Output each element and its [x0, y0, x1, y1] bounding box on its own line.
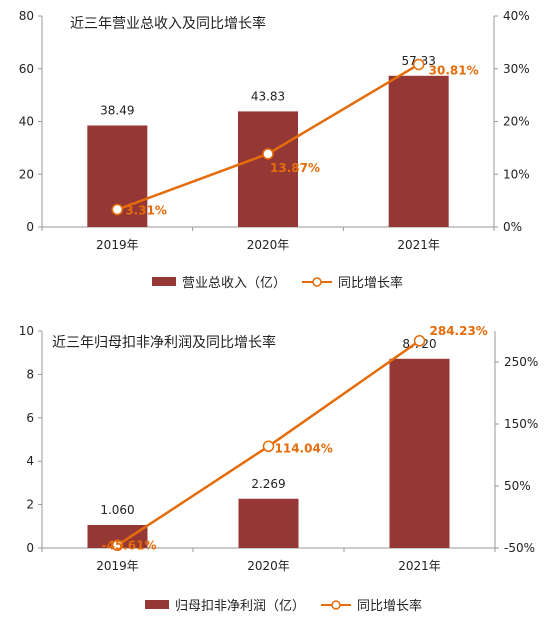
profit-legend: 归母扣非净利润（亿） 同比增长率 — [145, 595, 438, 614]
left-tick-label: 8 — [26, 367, 34, 381]
growth-point — [262, 148, 274, 160]
bar — [389, 358, 450, 548]
chart-title: 近三年归母扣非净利润及同比增长率 — [52, 334, 276, 351]
chart-title: 近三年营业总收入及同比增长率 — [70, 15, 266, 32]
legend-line-label: 同比增长率 — [338, 276, 404, 291]
growth-point — [412, 58, 425, 71]
growth-value-label: 114.04% — [275, 441, 333, 455]
x-tick-label: 2021年 — [397, 238, 440, 252]
left-tick-label: 2 — [26, 498, 34, 512]
revenue-chart-panel: 0 20 40 60 80 0% 10% 20% 30% 40% 2019年 2020年 2021年 38… — [0, 0, 554, 305]
x-tick-label: 2020年 — [247, 238, 290, 252]
legend-item-line: 同比增长率 — [321, 595, 422, 614]
legend-line-label: 同比增长率 — [357, 599, 423, 614]
growth-point — [111, 203, 124, 216]
right-tick-label: 30% — [503, 62, 530, 76]
right-tick-label: 250% — [504, 355, 538, 369]
left-tick-label: 80 — [19, 9, 34, 23]
right-tick-label: 0% — [503, 220, 522, 234]
legend-item-line: 同比增长率 — [302, 272, 403, 291]
bar-value-label: 1.060 — [100, 503, 134, 517]
x-tick-label: 2019年 — [96, 559, 139, 573]
left-tick-label: 60 — [19, 62, 34, 76]
profit-chart-panel: 0 2 4 6 8 10 -50% 50% 150% 250% 2019年 2020年 2021年 1.0… — [0, 311, 554, 622]
growth-point — [413, 335, 426, 347]
bar — [87, 524, 148, 548]
legend-bar-swatch — [145, 600, 169, 609]
bar-value-label: 2.269 — [251, 477, 285, 491]
revenue-chart: 0 20 40 60 80 0% 10% 20% 30% 40% 2019年 2020年 2021年 38… — [19, 9, 530, 252]
legend-bar-label: 归母扣非净利润（亿） — [175, 599, 306, 614]
left-tick-label: 10 — [19, 324, 34, 338]
growth-value-label: -45.61% — [102, 538, 157, 552]
bar — [238, 111, 298, 227]
right-tick-label: 50% — [504, 479, 531, 493]
left-tick-label: 0 — [26, 220, 34, 234]
legend-bar-label: 营业总收入（亿） — [182, 276, 287, 291]
bar-value-label: 38.49 — [100, 103, 134, 117]
left-tick-label: 6 — [26, 411, 34, 425]
right-tick-label: -50% — [504, 541, 535, 555]
growth-value-label: 3.31% — [125, 204, 167, 218]
growth-value-label: 30.81% — [429, 63, 479, 77]
bar-value-label: 43.83 — [251, 89, 285, 103]
x-tick-label: 2021年 — [398, 559, 441, 573]
growth-point — [111, 539, 124, 552]
right-tick-label: 40% — [503, 9, 530, 23]
growth-value-label: 13.87% — [270, 161, 320, 175]
legend-item-bar: 归母扣非净利润（亿） — [145, 595, 305, 614]
profit-chart: 0 2 4 6 8 10 -50% 50% 150% 250% 2019年 2020年 2021年 1.0… — [19, 324, 539, 573]
legend-line-swatch — [321, 599, 352, 610]
left-tick-label: 40 — [19, 115, 34, 129]
bar — [388, 75, 449, 228]
revenue-legend: 营业总收入（亿） 同比增长率 — [152, 272, 419, 291]
growth-point — [262, 440, 275, 453]
legend-line-swatch — [302, 276, 333, 287]
x-tick-label: 2020年 — [247, 559, 290, 573]
legend-bar-swatch — [152, 277, 176, 286]
right-tick-label: 150% — [504, 417, 538, 431]
left-tick-label: 4 — [26, 454, 34, 468]
right-tick-label: 10% — [503, 167, 530, 181]
legend-item-bar: 营业总收入（亿） — [152, 272, 286, 291]
left-tick-label: 20 — [19, 167, 34, 181]
bar — [238, 498, 299, 548]
left-tick-label: 0 — [26, 541, 34, 555]
right-tick-label: 20% — [503, 115, 530, 129]
x-tick-label: 2019年 — [96, 238, 139, 252]
growth-value-label: 284.23% — [430, 324, 488, 338]
